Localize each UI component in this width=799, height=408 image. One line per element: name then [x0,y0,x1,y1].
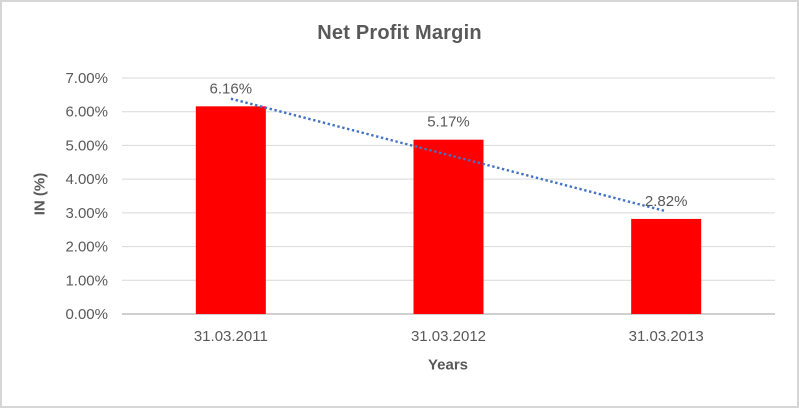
y-tick-label: 3.00% [65,205,108,222]
x-tick-label: 31.03.2013 [629,328,704,345]
y-tick-label: 4.00% [65,171,108,188]
bar-31.03.2011 [195,106,266,314]
bar-31.03.2012 [413,139,484,314]
y-tick-label: 1.00% [65,272,108,289]
bar-value-label: 2.82% [645,193,688,210]
bar-value-label: 5.17% [427,114,470,131]
x-axis-title: Years [427,356,469,374]
y-tick-label: 7.00% [65,70,108,87]
y-tick-label: 0.00% [65,306,108,323]
y-tick-label: 2.00% [65,239,108,256]
bar-31.03.2013 [631,218,702,314]
chart-title: Net Profit Margin [317,22,482,44]
x-tick-label: 31.03.2011 [194,328,268,345]
bar-value-label: 6.16% [210,80,253,97]
x-tick-label: 31.03.2012 [411,328,486,345]
y-tick-label: 6.00% [65,104,108,121]
y-tick-label: 5.00% [65,137,108,154]
